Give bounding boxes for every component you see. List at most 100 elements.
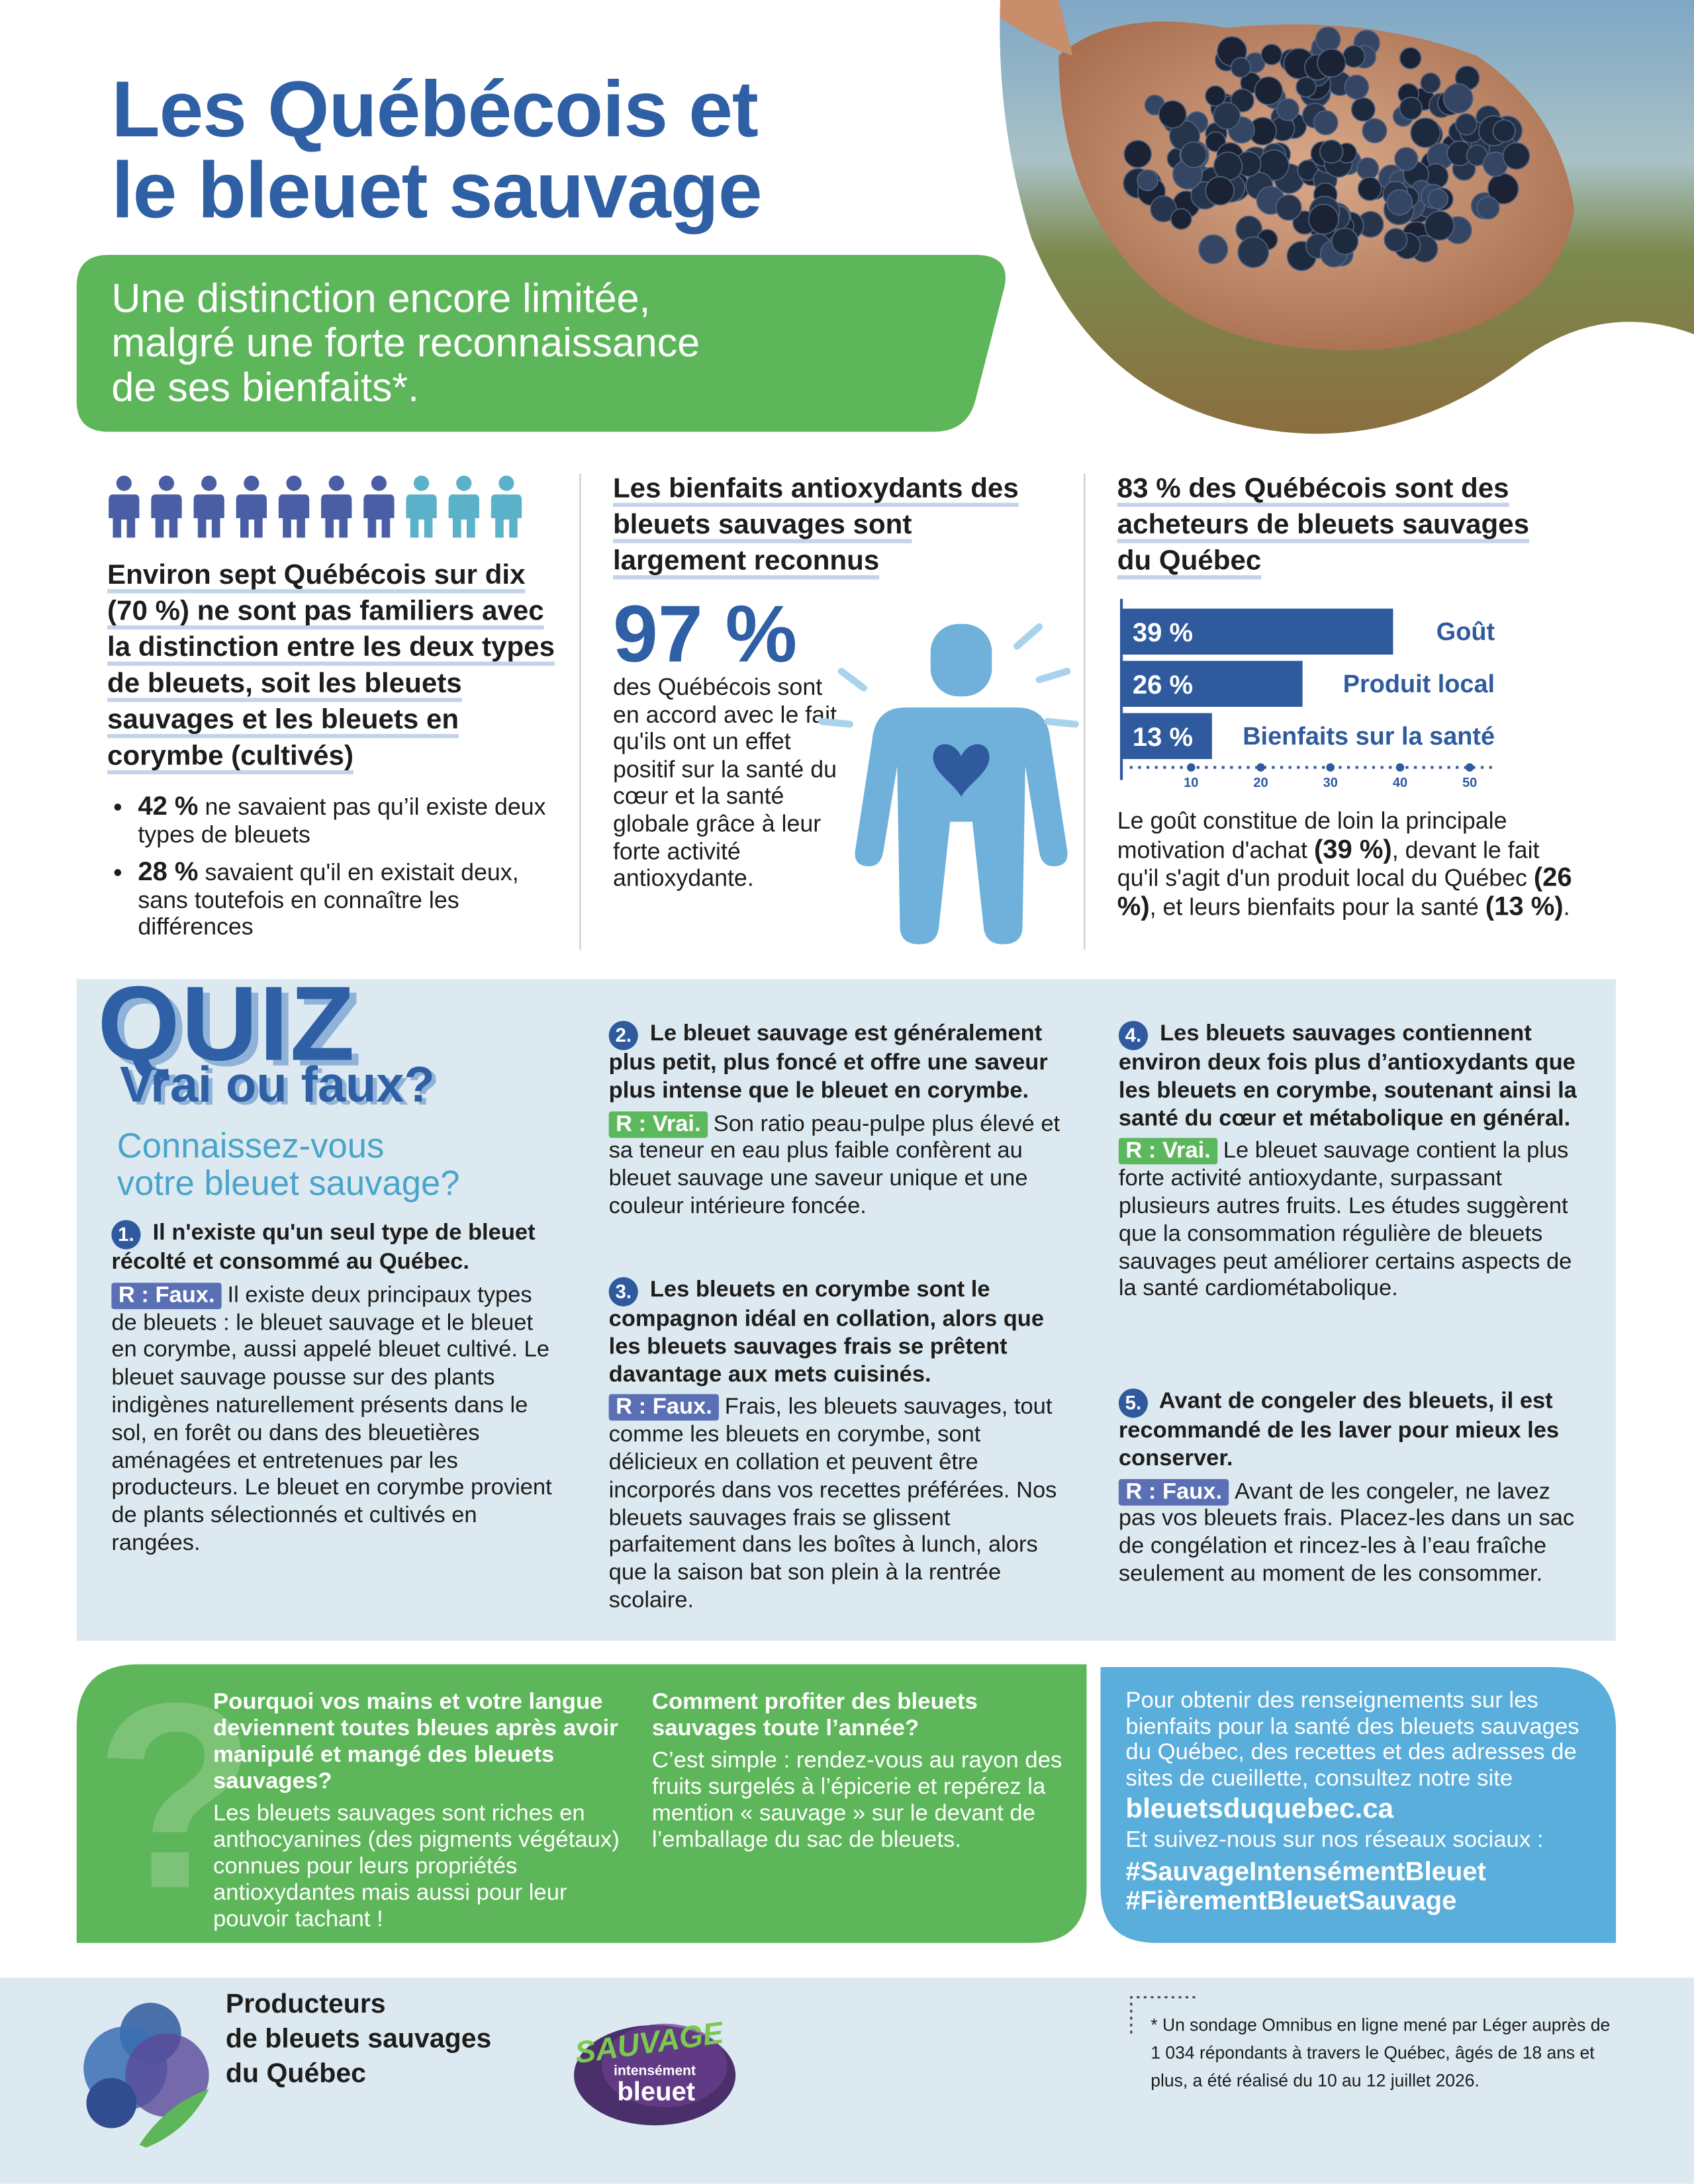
blueberry <box>1455 113 1478 136</box>
person-body <box>448 494 479 538</box>
text: . <box>1563 893 1570 920</box>
divider <box>579 473 581 950</box>
blueberry <box>1205 176 1235 206</box>
bullet-text: ne savaient pas qu’il existe deux types … <box>138 794 546 848</box>
x-tick-label: 30 <box>1323 776 1338 790</box>
blueberry <box>1295 76 1317 98</box>
blueberry <box>1180 141 1207 168</box>
blueberry <box>1237 236 1270 268</box>
blueberry <box>1350 97 1376 122</box>
person-icon <box>236 475 267 538</box>
hero-photo <box>1000 0 1694 434</box>
value-label: 26 % <box>1133 670 1193 700</box>
value-label: 13 % <box>1133 723 1193 752</box>
question-text: Il n'existe qu'un seul type de bleuet ré… <box>111 1220 536 1275</box>
bar <box>1121 608 1393 655</box>
title: Les Québécois et le bleuet sauvage <box>111 69 762 231</box>
person-icon <box>363 475 395 538</box>
quiz-item: 4. Les bleuets sauvages contiennent envi… <box>1118 1021 1578 1304</box>
blueberry <box>1275 194 1302 221</box>
blueberry <box>1123 140 1153 169</box>
person-body <box>236 494 267 538</box>
person-body <box>406 494 437 538</box>
question: 2. Le bleuet sauvage est généralement pl… <box>608 1021 1076 1106</box>
category-label: Produit local <box>1343 670 1495 698</box>
blueberry <box>1317 48 1346 78</box>
question-number: 4. <box>1118 1021 1149 1050</box>
blueberry <box>1213 102 1241 130</box>
silhouette <box>855 623 1068 944</box>
rays <box>818 623 1079 728</box>
contact-text: Pour obtenir des renseignements sur les … <box>1125 1688 1579 1791</box>
logo-word: bleuet <box>617 2077 695 2106</box>
value-label: 39 % <box>1133 618 1193 647</box>
person-head <box>328 475 344 491</box>
bullets: 42 % ne savaient pas qu’il existe deux t… <box>107 794 560 953</box>
text: , et leurs bienfaits pour la santé <box>1149 893 1485 920</box>
question-mark: ? <box>95 1649 257 1944</box>
bullet: 42 % ne savaient pas qu’il existe deux t… <box>138 794 560 848</box>
quiz-intro: Connaissez-vous votre bleuet sauvage? <box>117 1128 460 1204</box>
answer: R : Vrai. Le bleuet sauvage contient la p… <box>1118 1138 1578 1304</box>
person-head <box>371 475 387 491</box>
question-text: Avant de congeler des bleuets, il est re… <box>1118 1388 1560 1471</box>
blueberry <box>1399 97 1423 120</box>
answer-tag: R : Faux. <box>1118 1479 1229 1506</box>
quiz-item: 3. Les bleuets en corymbe sont le compag… <box>608 1277 1076 1615</box>
blueberry <box>1410 117 1441 148</box>
blueberry <box>1276 98 1299 121</box>
question-number: 5. <box>1118 1388 1149 1418</box>
person-head <box>158 475 175 491</box>
person-icon <box>406 475 437 538</box>
quiz-background <box>76 979 1617 1641</box>
text-figure: (39 %) <box>1313 835 1392 864</box>
name-line: Producteurs <box>225 1989 386 2020</box>
logo-word: intensément <box>614 2064 696 2079</box>
person-icon <box>109 475 140 538</box>
person-body <box>151 494 182 538</box>
person-body <box>491 494 522 538</box>
x-tick-label: 40 <box>1393 776 1407 790</box>
bar-chart: 10 20 30 40 50 39 % Goût 26 % Produit local 13 % B… <box>1119 598 1498 790</box>
person-body <box>363 494 395 538</box>
heading: 83 % des Québécois sont des acheteurs de… <box>1117 473 1530 577</box>
name-line: de bleuets sauvages <box>225 2023 492 2055</box>
question: 3. Les bleuets en corymbe sont le compag… <box>608 1277 1076 1389</box>
person-body <box>278 494 310 538</box>
info-block: Comment profiter des bleuets sauvages to… <box>652 1690 1063 1854</box>
heart <box>933 744 990 797</box>
wrist <box>1000 0 1073 56</box>
blueberry <box>1362 118 1388 144</box>
person-head <box>498 475 514 491</box>
subtitle-line: Une distinction encore limitée, <box>111 277 651 322</box>
explanation: Son ratio peau-pulpe plus élevé et sa te… <box>608 1111 1060 1219</box>
info-heading: Pourquoi vos mains et votre langue devie… <box>212 1689 618 1794</box>
blueberry <box>1384 228 1408 252</box>
subtitle: Une distinction encore limitée, malgré u… <box>111 277 975 411</box>
question: 4. Les bleuets sauvages contiennent envi… <box>1118 1021 1578 1133</box>
person-head <box>116 475 132 491</box>
subtitle-banner <box>76 255 1006 432</box>
answer-tag: R : Vrai. <box>1118 1138 1218 1165</box>
explanation: Il existe deux principaux types de bleue… <box>111 1282 552 1556</box>
person-body <box>193 494 224 538</box>
blueberry <box>1442 83 1474 114</box>
column-heading: Les bienfaits antioxydants des bleuets s… <box>613 471 1045 579</box>
footnote-corner <box>1130 1996 1198 2034</box>
hashtag[interactable]: #SauvageIntensémentBleuet <box>1125 1857 1486 1887</box>
x-tick-label: 10 <box>1184 776 1198 790</box>
category-label: Bienfaits sur la santé <box>1243 723 1495 751</box>
hashtag[interactable]: #FièrementBleuetSauvage <box>1125 1886 1457 1916</box>
blueberry <box>1424 210 1455 241</box>
column-heading: 83 % des Québécois sont des acheteurs de… <box>1117 471 1563 579</box>
explanation: Frais, les bleuets sauvages, tout comme … <box>608 1394 1057 1613</box>
blueberry <box>1399 47 1422 69</box>
intro-line: Connaissez-vous <box>117 1126 385 1166</box>
tick-mark <box>1186 763 1196 772</box>
producers-name: Producteurs de bleuets sauvages du Québe… <box>226 1987 491 2092</box>
answer: R : Faux. Avant de les congeler, ne lavez… <box>1118 1479 1578 1589</box>
person-head <box>456 475 472 491</box>
website[interactable]: bleuetsduquebec.ca <box>1125 1794 1394 1825</box>
person-head <box>244 475 259 491</box>
person-icon <box>491 475 522 538</box>
